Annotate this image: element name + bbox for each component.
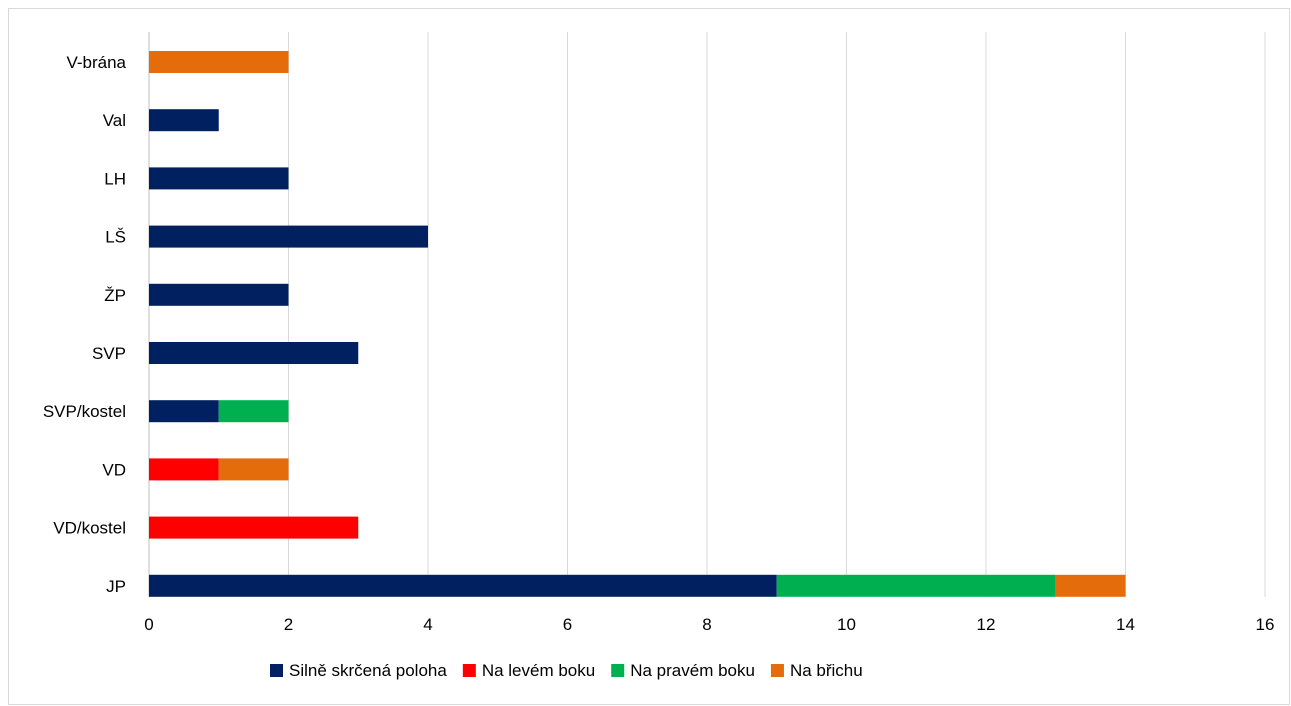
- legend-swatch: [462, 664, 476, 677]
- x-tick-label: 16: [1256, 615, 1275, 634]
- chart-frame: [8, 8, 1290, 705]
- bars: [149, 51, 1126, 597]
- category-label: VD/kostel: [53, 519, 126, 538]
- bar-segment: [149, 51, 289, 73]
- x-tick-label: 2: [284, 615, 293, 634]
- bar-segment: [149, 574, 777, 597]
- x-tick-label: 14: [1116, 615, 1135, 634]
- bar-segment: [776, 574, 1056, 597]
- category-label: V-brána: [66, 53, 126, 72]
- bar-segment: [149, 516, 359, 539]
- x-tick-label: 12: [977, 615, 996, 634]
- x-tick-label: 8: [702, 615, 711, 634]
- legend-swatch: [270, 664, 283, 677]
- bar-segment: [149, 458, 219, 481]
- bar-segment: [218, 400, 289, 423]
- x-tick-label: 4: [423, 615, 432, 634]
- bar-segment: [218, 458, 289, 481]
- category-label: SVP: [92, 344, 126, 363]
- x-tick-label: 0: [144, 615, 153, 634]
- legend-entry: Na břichu: [790, 661, 863, 680]
- legend-entry: Silně skrčená poloha: [289, 661, 447, 680]
- category-labels: V-brána Val LH LŠ ŽP SVP SVP/kostel VD VD/kostel…: [43, 53, 127, 596]
- category-label: LŠ: [105, 228, 126, 247]
- legend: Silně skrčená poloha Na levém boku Na prav…: [270, 661, 863, 680]
- legend-swatch: [770, 664, 784, 677]
- bar-segment: [149, 342, 359, 364]
- legend-swatch: [611, 664, 625, 677]
- gridlines: [148, 32, 1266, 597]
- bar-segment: [149, 283, 289, 306]
- x-tick-label: 10: [837, 615, 856, 634]
- x-tick-labels: 0 2 4 6 8 10 12 14 16: [144, 615, 1274, 634]
- bar-segment: [149, 400, 219, 423]
- category-label: JP: [106, 577, 126, 596]
- bar-segment: [149, 167, 289, 190]
- category-label: LH: [104, 169, 126, 188]
- category-label: Val: [103, 111, 126, 130]
- x-tick-label: 6: [563, 615, 572, 634]
- category-label: SVP/kostel: [43, 402, 126, 421]
- bar-segment: [149, 109, 219, 132]
- legend-entry: Na pravém boku: [630, 661, 755, 680]
- category-label: ŽP: [104, 286, 126, 305]
- bar-segment: [1055, 574, 1126, 597]
- category-label: VD: [102, 460, 126, 479]
- legend-entry: Na levém boku: [482, 661, 595, 680]
- bar-segment: [149, 225, 428, 248]
